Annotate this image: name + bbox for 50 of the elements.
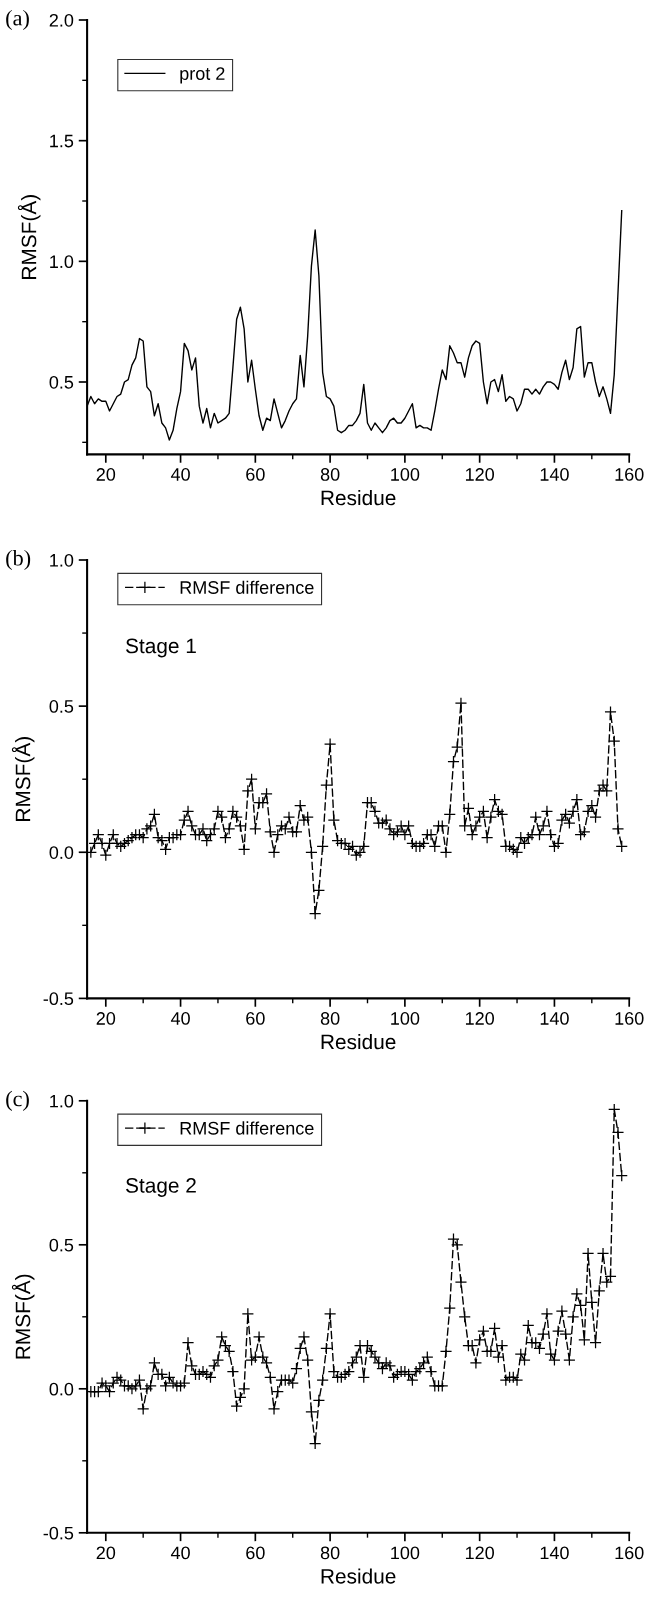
x-tick-label: 140	[540, 468, 569, 481]
text: (a)	[6, 9, 29, 31]
x-tick-label: 140	[540, 1546, 569, 1560]
legend-label: RMSF difference	[180, 580, 314, 594]
y-tick-label: 0.5	[49, 700, 74, 713]
text: (b)	[6, 549, 31, 571]
y-axis-title: RMSF(Å)	[11, 1274, 35, 1359]
y-axis-title: RMSF(Å)	[17, 195, 41, 279]
text: (c)	[6, 1090, 29, 1111]
x-tick-label: 80	[320, 1012, 340, 1025]
x-tick-label: 140	[540, 1012, 569, 1025]
x-tick-label: 100	[391, 1546, 420, 1560]
y-tick-label: 0.0	[49, 846, 74, 859]
x-tick-label: 80	[320, 1546, 340, 1560]
y-tick-label: 0.0	[49, 1382, 74, 1396]
y-tick-label: -0.5	[43, 992, 74, 1006]
x-tick-label: 60	[246, 468, 265, 481]
annotation: Stage 2	[125, 1178, 196, 1197]
y-tick-label: 0.5	[49, 375, 74, 389]
x-tick-label: 20	[96, 1546, 116, 1560]
y-tick-label: 1.0	[50, 1094, 74, 1108]
x-axis-title: Residue	[321, 1568, 396, 1584]
x-tick-label: 100	[391, 1012, 420, 1025]
x-tick-label: 120	[465, 1012, 495, 1025]
x-tick-label: 80	[320, 468, 340, 481]
x-tick-label: 160	[615, 468, 644, 481]
x-tick-label: 120	[465, 1546, 495, 1560]
x-tick-label: 60	[246, 1546, 265, 1560]
x-tick-label: 160	[615, 1012, 644, 1025]
x-tick-label: 40	[170, 468, 190, 481]
annotation: Stage 1	[125, 638, 196, 658]
y-tick-label: 1.5	[50, 134, 74, 148]
y-tick-label: 1.0	[50, 255, 74, 269]
x-tick-label: 20	[96, 1012, 116, 1025]
y-tick-label: 1.0	[50, 553, 74, 567]
x-axis-title: Residue	[321, 489, 396, 506]
x-tick-label: 120	[465, 468, 495, 481]
x-tick-label: 40	[170, 1012, 190, 1025]
y-tick-label: 2.0	[49, 13, 74, 27]
x-tick-label: 100	[391, 468, 420, 481]
x-tick-label: 20	[96, 468, 116, 481]
x-axis-title: Residue	[321, 1033, 396, 1050]
legend-label: RMSF difference	[180, 1121, 314, 1135]
y-axis-title: RMSF(Å)	[11, 737, 35, 821]
y-tick-label: -0.5	[43, 1526, 74, 1540]
legend-label: prot 2	[180, 67, 225, 84]
y-tick-label: 0.5	[49, 1238, 74, 1252]
x-tick-label: 60	[246, 1012, 265, 1025]
x-tick-label: 160	[615, 1546, 644, 1560]
x-tick-label: 40	[170, 1546, 190, 1560]
